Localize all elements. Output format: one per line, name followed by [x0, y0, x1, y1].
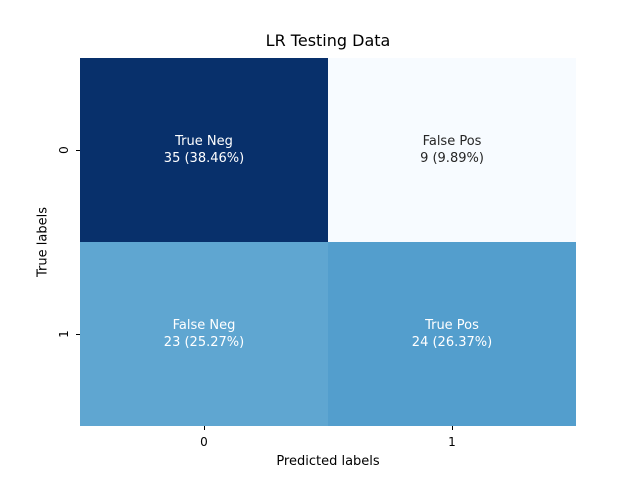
- y-tick-label: 1: [57, 330, 71, 338]
- heatmap-cell-false-neg: False Neg 23 (25.27%): [80, 242, 328, 426]
- cell-annotation-value: 23 (25.27%): [164, 334, 244, 351]
- y-axis-label: True labels: [36, 207, 51, 277]
- cell-annotation-name: False Neg: [173, 317, 236, 334]
- cell-annotation-name: True Neg: [175, 133, 233, 150]
- x-tick-label: 0: [200, 435, 208, 449]
- chart-title: LR Testing Data: [80, 31, 576, 50]
- cell-annotation-value: 35 (38.46%): [164, 150, 244, 167]
- cell-annotation-name: True Pos: [425, 317, 479, 334]
- cell-annotation-name: False Pos: [423, 133, 482, 150]
- x-tick-label: 1: [448, 435, 456, 449]
- x-tick-mark: [452, 426, 453, 430]
- heatmap-cell-false-pos: False Pos 9 (9.89%): [328, 58, 576, 242]
- y-tick-mark: [76, 334, 80, 335]
- y-tick-mark: [76, 150, 80, 151]
- heatmap-cell-true-neg: True Neg 35 (38.46%): [80, 58, 328, 242]
- cell-annotation-value: 24 (26.37%): [412, 334, 492, 351]
- x-axis-label: Predicted labels: [80, 454, 576, 469]
- heatmap-cell-true-pos: True Pos 24 (26.37%): [328, 242, 576, 426]
- x-tick-mark: [204, 426, 205, 430]
- cell-annotation-value: 9 (9.89%): [420, 150, 484, 167]
- y-tick-label: 0: [57, 146, 71, 154]
